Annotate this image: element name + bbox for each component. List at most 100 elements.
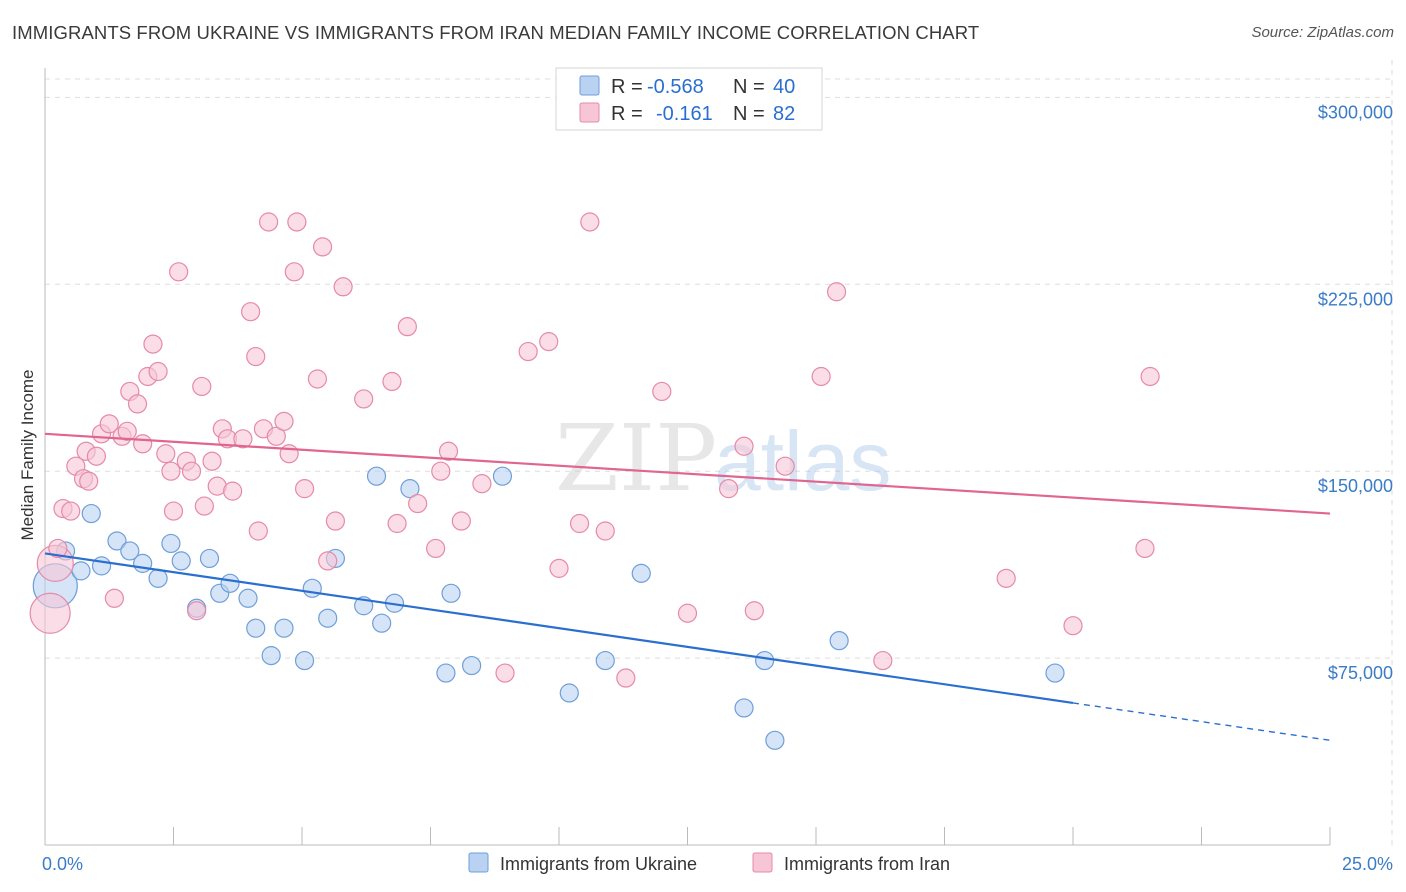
point-ukraine-3 <box>81 503 101 524</box>
point-iran-29 <box>194 496 214 516</box>
point-ukraine-33 <box>595 650 615 671</box>
point-iran-37 <box>246 346 266 367</box>
point-iran-49 <box>318 551 338 571</box>
legend-r-value-ukraine: -0.568 <box>647 76 704 98</box>
point-ukraine-31 <box>492 466 513 486</box>
point-ukraine-34 <box>631 563 651 583</box>
chart-source: Source: ZipAtlas.com <box>1251 24 1394 41</box>
point-ukraine-7 <box>133 553 153 573</box>
point-iran-36 <box>241 302 261 322</box>
point-iran-78 <box>873 650 893 671</box>
y-axis-label: Median Family Income <box>18 369 37 540</box>
point-ukraine-20 <box>302 578 322 598</box>
point-iran-14 <box>117 421 137 441</box>
bottom-legend-label-iran: Immigrants from Iran <box>784 854 950 874</box>
point-ukraine-15 <box>238 588 258 608</box>
point-iran-38 <box>248 521 268 541</box>
legend-box: R = -0.568 N = 40 R = -0.161 N = 82 <box>555 67 823 131</box>
point-iran-59 <box>438 441 459 461</box>
tick-labels: $75,000 $150,000 $225,000 $300,000 0.0% 25.0% <box>42 102 1393 874</box>
trend-line-ukraine <box>44 552 1074 705</box>
point-iran-53 <box>382 371 402 392</box>
point-iran-28 <box>192 376 212 397</box>
point-iran-54 <box>387 513 407 534</box>
series-iran-points <box>29 212 1160 688</box>
point-iran-55 <box>397 317 417 337</box>
point-iran-50 <box>325 511 346 531</box>
point-iran-71 <box>677 603 698 623</box>
point-ukraine-39 <box>1045 663 1065 683</box>
point-iran-8 <box>79 471 99 491</box>
point-ukraine-24 <box>366 466 387 486</box>
point-iran-2 <box>48 538 68 559</box>
point-iran-61 <box>472 474 492 494</box>
point-iran-30 <box>202 451 222 471</box>
point-iran-72 <box>719 479 739 499</box>
point-ukraine-16 <box>246 618 266 638</box>
trend-lines <box>44 432 1331 742</box>
point-ukraine-38 <box>829 631 849 651</box>
y-tick-label-3: $300,000 <box>1318 102 1393 122</box>
point-iran-65 <box>549 558 569 578</box>
point-iran-62 <box>495 663 515 683</box>
x-tick-label-0: 0.0% <box>42 854 83 874</box>
point-ukraine-14 <box>220 573 240 593</box>
point-iran-81 <box>1135 538 1155 559</box>
point-iran-21 <box>156 444 176 464</box>
bottom-legend: Immigrants from Ukraine Immigrants from … <box>468 852 950 874</box>
chart-title: IMMIGRANTS FROM UKRAINE VS IMMIGRANTS FR… <box>12 22 980 43</box>
point-ukraine-19 <box>294 650 315 671</box>
point-iran-12 <box>104 588 124 608</box>
point-ukraine-37 <box>765 730 785 750</box>
point-ukraine-30 <box>462 655 482 676</box>
point-iran-58 <box>431 461 451 481</box>
point-iran-80 <box>1063 616 1083 636</box>
point-ukraine-35 <box>734 698 754 718</box>
point-iran-76 <box>811 366 831 387</box>
point-iran-24 <box>169 262 189 282</box>
point-ukraine-8 <box>148 568 168 588</box>
legend-r-label-ukraine: R = <box>611 76 643 98</box>
y-tick-label-2: $225,000 <box>1318 289 1393 309</box>
y-tick-label-1: $150,000 <box>1318 476 1393 496</box>
point-iran-57 <box>426 538 446 559</box>
legend-n-label-ukraine: N = <box>733 76 765 98</box>
legend-r-label-iran: R = <box>611 103 643 125</box>
grid-lines <box>45 60 1393 845</box>
legend-n-value-iran: 82 <box>773 103 795 125</box>
bottom-legend-swatch-iran <box>752 852 773 873</box>
point-iran-66 <box>569 513 590 534</box>
point-iran-82 <box>1140 366 1160 387</box>
point-ukraine-5 <box>107 531 127 551</box>
point-ukraine-9 <box>161 533 181 554</box>
point-iran-16 <box>127 394 148 414</box>
point-iran-34 <box>223 481 243 501</box>
point-ukraine-10 <box>171 551 191 571</box>
point-iran-51 <box>333 277 353 297</box>
watermark-zip: ZIP <box>555 405 717 512</box>
x-tick-label-1: 25.0% <box>1342 854 1393 874</box>
point-iran-23 <box>163 501 184 521</box>
point-iran-52 <box>354 389 374 409</box>
point-iran-40 <box>258 212 279 232</box>
point-ukraine-17 <box>261 646 281 666</box>
legend-swatch-ukraine <box>579 75 600 96</box>
trend-line-iran <box>44 432 1331 515</box>
y-tick-label-0: $75,000 <box>1328 663 1393 683</box>
legend-n-value-ukraine: 40 <box>773 76 795 98</box>
point-iran-19 <box>143 334 163 354</box>
point-iran-60 <box>451 511 471 531</box>
legend-n-label-iran: N = <box>733 103 765 125</box>
point-iran-75 <box>775 456 795 476</box>
bottom-legend-swatch-ukraine <box>468 852 489 873</box>
point-ukraine-2 <box>71 561 91 581</box>
point-ukraine-28 <box>436 663 456 683</box>
point-ukraine-27 <box>400 479 420 499</box>
point-iran-4 <box>61 501 81 521</box>
point-iran-47 <box>307 369 328 389</box>
point-iran-77 <box>826 282 847 302</box>
watermark: ZIP atlas <box>555 405 891 512</box>
point-iran-20 <box>148 361 168 382</box>
point-iran-26 <box>181 461 202 481</box>
